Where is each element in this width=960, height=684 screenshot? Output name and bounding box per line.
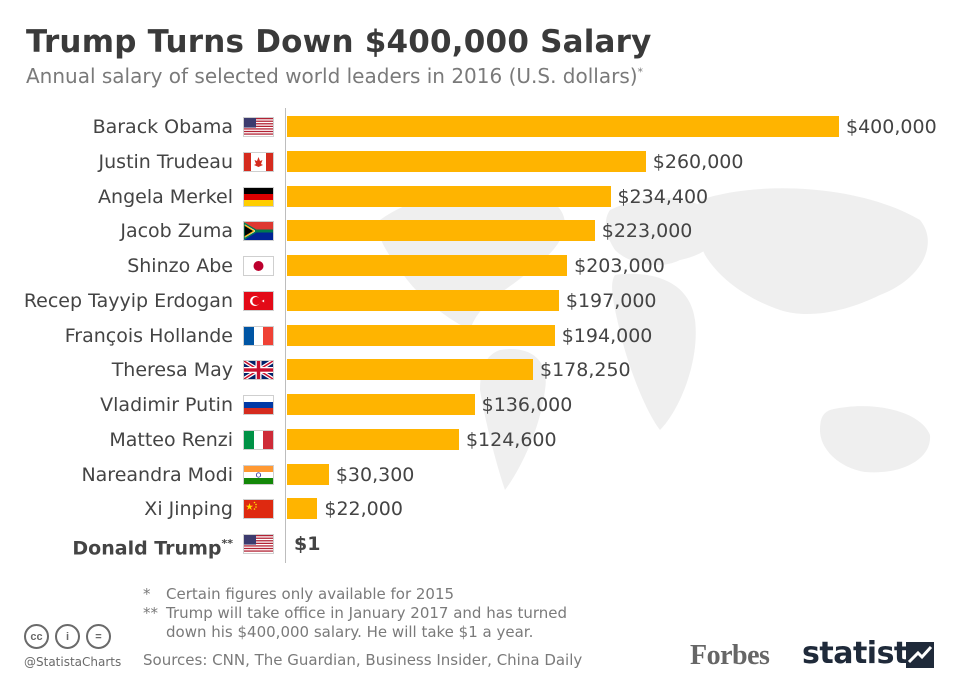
category-label: Angela Merkel [98,180,233,214]
value-label: $400,000 [846,116,937,138]
attribution-icon: i [55,624,80,649]
category-name: Vladimir Putin [100,394,233,416]
flag-us-icon [243,117,274,137]
bar-row-xi-jinping: Xi Jinping $22,000 [0,492,960,526]
flag-ca-icon [243,151,274,172]
value-label: $30,300 [335,463,415,486]
category-label: Theresa May [112,353,233,387]
bar [287,498,318,520]
category-name: Barack Obama [92,116,233,138]
value-label: $124,600 [465,428,557,451]
footnote-2-text: Trump will take office in January 2017 a… [166,604,568,641]
value-label: $136,000 [481,394,573,416]
flag-tr-icon [243,290,274,311]
bar [287,359,533,381]
bar [287,185,611,207]
bar [287,150,646,172]
footnote-1-mark: * [143,585,151,603]
bar-row-matteo-renzi: Matteo Renzi $124,600 [0,423,960,457]
footnotes: * Certain figures only available for 201… [143,585,611,642]
flag-cn-icon [243,499,274,520]
category-name: Nareandra Modi [81,463,233,486]
footnote-1-text: Certain figures only available for 2015 [166,585,455,603]
bar-row-nareandra-modi: Nareandra Modi $30,300 [0,458,960,492]
bar-row-shinzo-abe: Shinzo Abe $203,000 [0,249,960,283]
flag-in-icon [243,464,274,485]
bar-row-vladimir-putin: Vladimir Putin $136,000 [0,388,960,422]
chart-title: Trump Turns Down $400,000 Salary [26,24,652,60]
flag-de-icon [243,186,274,207]
no-derivatives-icon: = [86,624,111,649]
bar [287,394,475,415]
category-name: Justin Trudeau [98,150,233,173]
creative-commons-icons: cc i = [24,624,111,649]
bar-row-angela-merkel: Angela Merkel $234,400 [0,180,960,214]
bar [287,116,839,137]
category-label: Recep Tayyip Erdogan [24,284,233,318]
flag-us-icon [243,534,274,554]
category-name: François Hollande [64,324,233,347]
category-name: Angela Merkel [98,185,233,208]
bar [287,220,595,242]
bar-row-barack-obama: Barack Obama $400,000 [0,110,960,144]
category-label: François Hollande [65,319,233,353]
forbes-logo: Forbes [690,640,770,671]
category-label: Vladimir Putin [100,388,233,422]
value-label: $203,000 [574,255,665,277]
value-label: $194,000 [561,324,653,347]
bar-row-donald-trump: Donald Trump** $1 [0,527,960,561]
category-name: Shinzo Abe [127,255,233,277]
category-label: Xi Jinping [144,492,233,526]
value-axis-line [285,108,286,563]
bar-row-jacob-zuma: Jacob Zuma $223,000 [0,214,960,248]
value-label: $260,000 [652,150,744,173]
category-name: Matteo Renzi [109,428,233,451]
statista-handle: @StatistaCharts [24,655,122,669]
category-footnote-mark: ** [221,537,233,550]
bar [287,289,559,311]
value-label: $1 [294,533,321,555]
category-label: Shinzo Abe [127,249,233,283]
flag-fr-icon [243,325,274,346]
value-label: $178,250 [539,359,631,382]
category-label: Jacob Zuma [120,214,233,248]
bar-row-recep-tayyip-erdogan: Recep Tayyip Erdogan $197,000 [0,284,960,318]
chart-subtitle: Annual salary of selected world leaders … [26,64,643,88]
bar [287,324,555,346]
category-name: Jacob Zuma [120,220,233,243]
category-label: Matteo Renzi [109,423,233,457]
cc-icon: cc [24,624,49,649]
category-name: Theresa May [111,359,233,382]
value-label: $22,000 [324,498,403,521]
value-label: $223,000 [601,220,693,243]
subtitle-text: Annual salary of selected world leaders … [26,64,638,88]
bar [287,428,459,450]
value-label: $234,400 [617,185,709,208]
category-label: Barack Obama [93,110,233,144]
category-name: Xi Jinping [144,498,233,521]
bar-row-francois-hollande: François Hollande $194,000 [0,319,960,353]
category-label: Justin Trudeau [99,145,233,179]
statista-logo-icon [906,642,934,668]
value-label: $197,000 [565,289,657,312]
flag-jp-icon [243,256,274,276]
flag-gb-icon [243,360,274,381]
category-name: Recep Tayyip Erdogan [23,289,233,312]
bar-row-theresa-may: Theresa May $178,250 [0,353,960,387]
flag-it-icon [243,429,274,450]
bar-row-justin-trudeau: Justin Trudeau $260,000 [0,145,960,179]
category-label: Nareandra Modi [81,458,233,492]
flag-ru-icon [243,395,274,415]
category-label: Donald Trump** [72,527,233,561]
footnote-1: * Certain figures only available for 201… [143,585,611,604]
bar [287,463,329,485]
footnote-2-mark: ** [143,604,158,622]
category-name: Donald Trump [72,537,222,560]
bar [287,255,568,276]
subtitle-footnote-mark: * [637,65,644,79]
flag-za-icon [243,221,274,242]
sources-text: Sources: CNN, The Guardian, Business Ins… [143,651,583,669]
footnote-2: ** Trump will take office in January 201… [143,604,611,642]
